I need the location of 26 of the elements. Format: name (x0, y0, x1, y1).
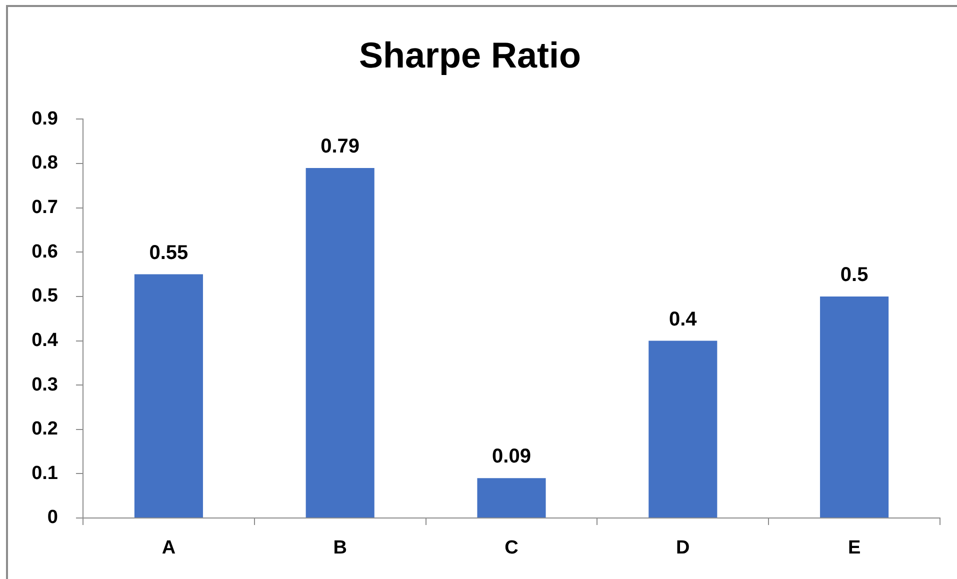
y-tick-label: 0.5 (32, 286, 58, 307)
y-tick-label: 0.1 (32, 462, 58, 484)
y-tick-label: 0.9 (32, 108, 58, 130)
y-tick-label: 0.3 (32, 374, 58, 396)
x-tick-label: A (162, 538, 176, 559)
y-tick-label: 0.2 (32, 418, 58, 440)
y-tick-label: 0.7 (32, 197, 58, 218)
x-tick-label: B (333, 538, 347, 559)
y-tick-label: 0.4 (32, 330, 58, 351)
data-label: 0.5 (840, 264, 868, 286)
y-tick-label: 0 (47, 507, 58, 528)
x-tick-label: C (504, 538, 519, 559)
chart-title: Sharpe Ratio (358, 34, 582, 76)
y-tick-label: 0.6 (32, 241, 58, 262)
x-tick-label: E (848, 538, 861, 559)
bar (820, 296, 889, 518)
data-label: 0.55 (149, 242, 188, 264)
bar (306, 168, 374, 518)
data-label: 0.09 (492, 446, 531, 468)
data-label: 0.4 (668, 308, 698, 330)
data-label: 0.79 (320, 135, 360, 158)
bar (134, 274, 203, 518)
y-tick-label: 0.8 (32, 152, 58, 174)
bar (648, 340, 718, 518)
x-tick-label: D (676, 538, 690, 559)
bar (477, 478, 546, 518)
